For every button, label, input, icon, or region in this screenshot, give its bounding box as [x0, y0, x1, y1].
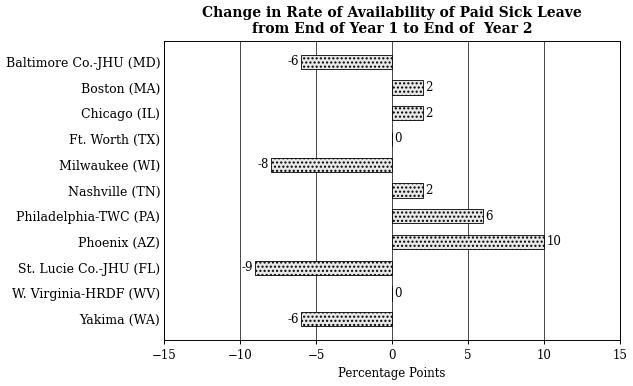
Text: 0: 0: [394, 132, 402, 146]
Bar: [392, 183, 423, 198]
X-axis label: Percentage Points: Percentage Points: [339, 367, 446, 381]
Text: 0: 0: [394, 287, 402, 300]
Text: -8: -8: [257, 158, 268, 171]
Bar: [392, 209, 484, 223]
Text: 2: 2: [425, 184, 432, 197]
Text: 10: 10: [546, 235, 561, 249]
Text: -6: -6: [287, 313, 299, 326]
Bar: [301, 55, 392, 69]
Text: -9: -9: [242, 261, 253, 274]
Text: -6: -6: [287, 55, 299, 68]
Bar: [271, 157, 392, 172]
Bar: [256, 261, 392, 275]
Text: 2: 2: [425, 107, 432, 120]
Bar: [392, 235, 544, 249]
Bar: [392, 106, 423, 120]
Text: 2: 2: [425, 81, 432, 94]
Text: 6: 6: [486, 210, 493, 223]
Title: Change in Rate of Availability of Paid Sick Leave
from End of Year 1 to End of  : Change in Rate of Availability of Paid S…: [203, 5, 582, 36]
Bar: [301, 312, 392, 326]
Bar: [392, 80, 423, 95]
